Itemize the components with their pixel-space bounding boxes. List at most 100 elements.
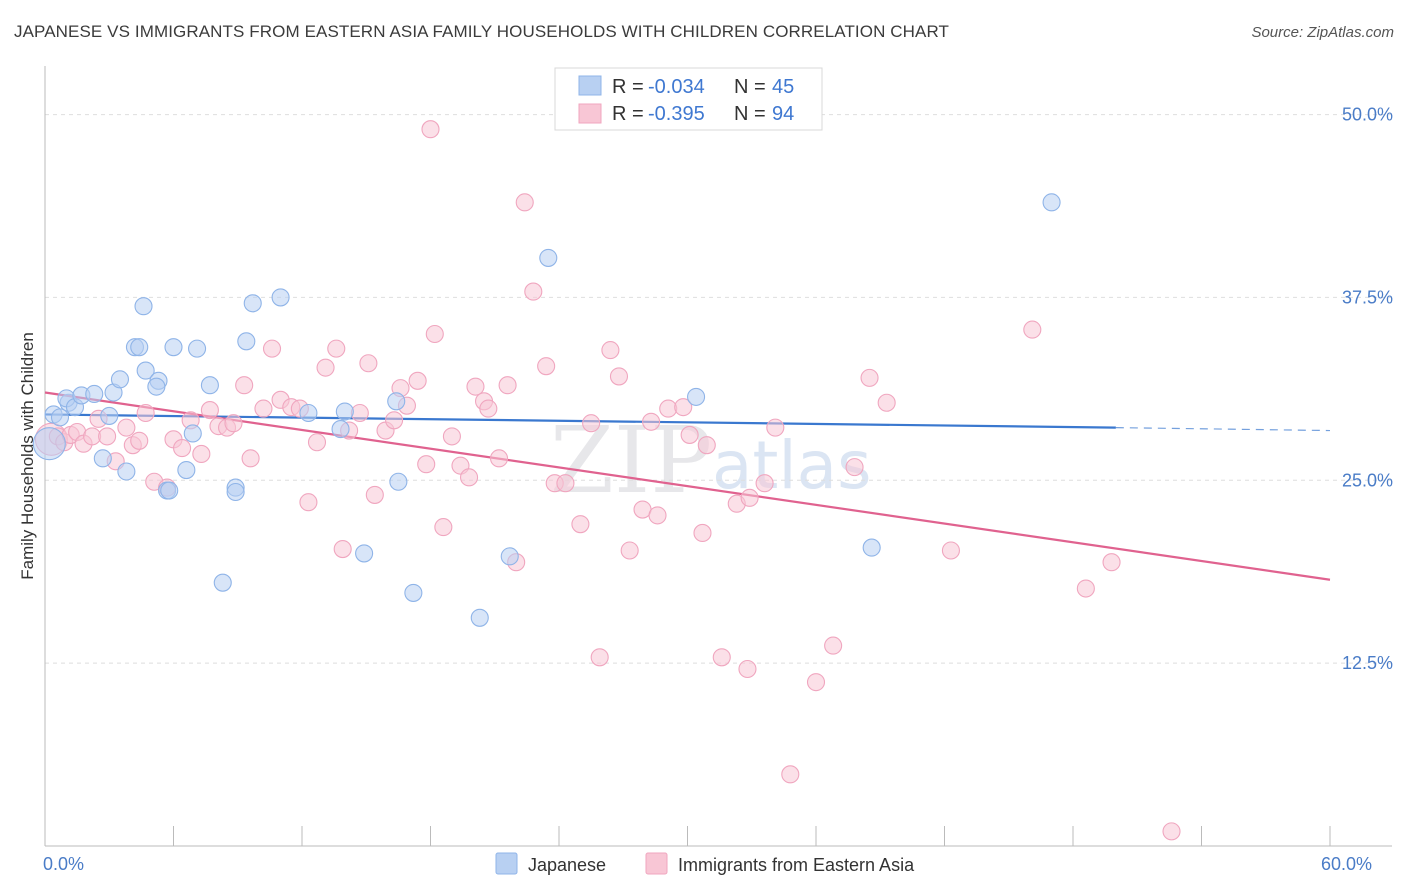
immigrants-point-85 (845, 458, 864, 477)
japanese-point-34 (335, 402, 354, 421)
immigrants-point-23 (224, 414, 243, 433)
japanese-point-38 (404, 583, 423, 602)
japanese-point-29 (237, 332, 256, 351)
stats-legend-r-label-immigrants: R = (612, 103, 644, 125)
immigrants-point-64 (590, 648, 609, 667)
immigrants-point-55 (498, 376, 517, 395)
series-legend: Japanese Immigrants from Eastern Asia (495, 852, 915, 875)
immigrants-point-31 (299, 493, 318, 512)
immigrants-point-86 (860, 368, 879, 387)
immigrants-point-46 (425, 324, 444, 344)
immigrants-point-87 (877, 393, 896, 412)
japanese-point-33 (331, 420, 350, 439)
x-tick-label-0: 0.0% (43, 854, 84, 874)
immigrants-point-72 (674, 398, 693, 417)
series-legend-swatch-immigrants (645, 852, 668, 875)
immigrants-point-78 (738, 659, 757, 679)
watermark: ZIP atlas (550, 407, 872, 514)
stats-legend-swatch-immigrants (578, 103, 602, 124)
immigrants-point-69 (642, 412, 661, 431)
immigrants-point-27 (262, 339, 282, 358)
immigrants-point-80 (755, 474, 774, 493)
stats-legend-r-label-japanese: R = (612, 76, 644, 98)
japanese-point-35 (355, 544, 374, 563)
immigrants-point-44 (408, 371, 427, 390)
immigrants-point-34 (327, 339, 346, 358)
stats-legend-r-japanese: -0.034 (648, 76, 705, 98)
japanese-point-23 (183, 424, 202, 443)
immigrants-point-37 (350, 403, 369, 423)
immigrants-point-8 (98, 427, 117, 446)
immigrants-point-67 (620, 541, 639, 560)
immigrants-point-39 (365, 485, 384, 504)
immigrants-point-12 (130, 431, 149, 450)
trend-line-1 (44, 391, 1331, 581)
japanese-point-37 (389, 472, 408, 491)
y-tick-label-3: 50.0% (1342, 105, 1393, 125)
y-tick-label-2: 37.5% (1342, 287, 1393, 307)
immigrants-point-10 (117, 418, 136, 437)
chart-source: Source: ZipAtlas.com (1251, 24, 1394, 41)
japanese-point-42 (687, 387, 706, 406)
immigrants-point-48 (442, 427, 461, 446)
series-legend-swatch-japanese (495, 852, 518, 875)
immigrants-point-17 (173, 439, 192, 458)
stats-legend-n-label-japanese: N = (734, 76, 766, 98)
immigrants-point-20 (200, 401, 219, 420)
immigrants-point-84 (824, 636, 843, 655)
tick-labels: 12.5% 25.0% 37.5% 50.0% 0.0% 60.0% (43, 105, 1393, 874)
immigrants-point-61 (556, 474, 575, 493)
watermark-zip: ZIP (550, 407, 712, 514)
japanese-point-28 (226, 482, 245, 502)
stats-legend-swatch-japanese (578, 75, 602, 96)
japanese-point-36 (387, 392, 406, 411)
japanese-point-18 (147, 377, 166, 396)
immigrants-point-13 (136, 403, 155, 423)
immigrants-point-33 (316, 358, 335, 377)
immigrants-point-90 (1076, 579, 1095, 598)
immigrants-point-58 (524, 282, 543, 301)
trend-line-0 (44, 413, 1116, 429)
y-axis-label: Family Households with Children (18, 332, 37, 580)
immigrants-point-66 (609, 367, 629, 386)
japanese-point-31 (271, 288, 290, 307)
japanese-point-15 (130, 338, 149, 357)
japanese-point-9 (100, 406, 119, 425)
immigrants-point-65 (601, 341, 620, 360)
japanese-point-32 (299, 403, 318, 423)
japanese-point-21 (164, 338, 183, 357)
stats-legend-n-japanese: 45 (772, 76, 794, 98)
immigrants-point-62 (571, 515, 590, 534)
japanese-point-30 (243, 294, 262, 313)
japanese-point-39 (470, 608, 489, 627)
immigrants-point-82 (781, 765, 800, 784)
stats-legend-n-immigrants: 94 (772, 103, 794, 125)
immigrants-point-89 (1023, 320, 1042, 339)
immigrants-point-41 (385, 411, 404, 430)
japanese-point-43 (862, 538, 881, 557)
immigrants-point-53 (479, 399, 498, 418)
series-japanese-points (32, 193, 1061, 627)
x-tick-label-1: 60.0% (1321, 854, 1372, 874)
japanese-point-44 (1042, 193, 1061, 212)
immigrants-point-63 (582, 414, 601, 433)
japanese-point-0 (32, 427, 66, 461)
stats-legend: R = -0.034 N = 45 R = -0.395 N = 94 (554, 67, 823, 131)
y-tick-label-0: 12.5% (1342, 653, 1393, 673)
immigrants-point-75 (697, 436, 716, 455)
immigrants-point-35 (333, 539, 352, 559)
immigrants-point-93 (421, 120, 440, 139)
immigrants-point-51 (466, 377, 485, 396)
immigrants-point-83 (806, 673, 826, 692)
japanese-point-16 (136, 361, 155, 380)
japanese-point-11 (110, 370, 130, 389)
japanese-point-41 (539, 248, 558, 267)
japanese-point-22 (177, 460, 196, 480)
japanese-point-8 (93, 449, 112, 468)
immigrants-point-57 (515, 193, 534, 212)
japanese-point-20 (160, 481, 179, 500)
immigrants-point-32 (307, 433, 327, 452)
immigrants-point-88 (941, 541, 960, 560)
immigrants-point-50 (459, 468, 479, 487)
stats-legend-r-immigrants: -0.395 (648, 103, 705, 125)
